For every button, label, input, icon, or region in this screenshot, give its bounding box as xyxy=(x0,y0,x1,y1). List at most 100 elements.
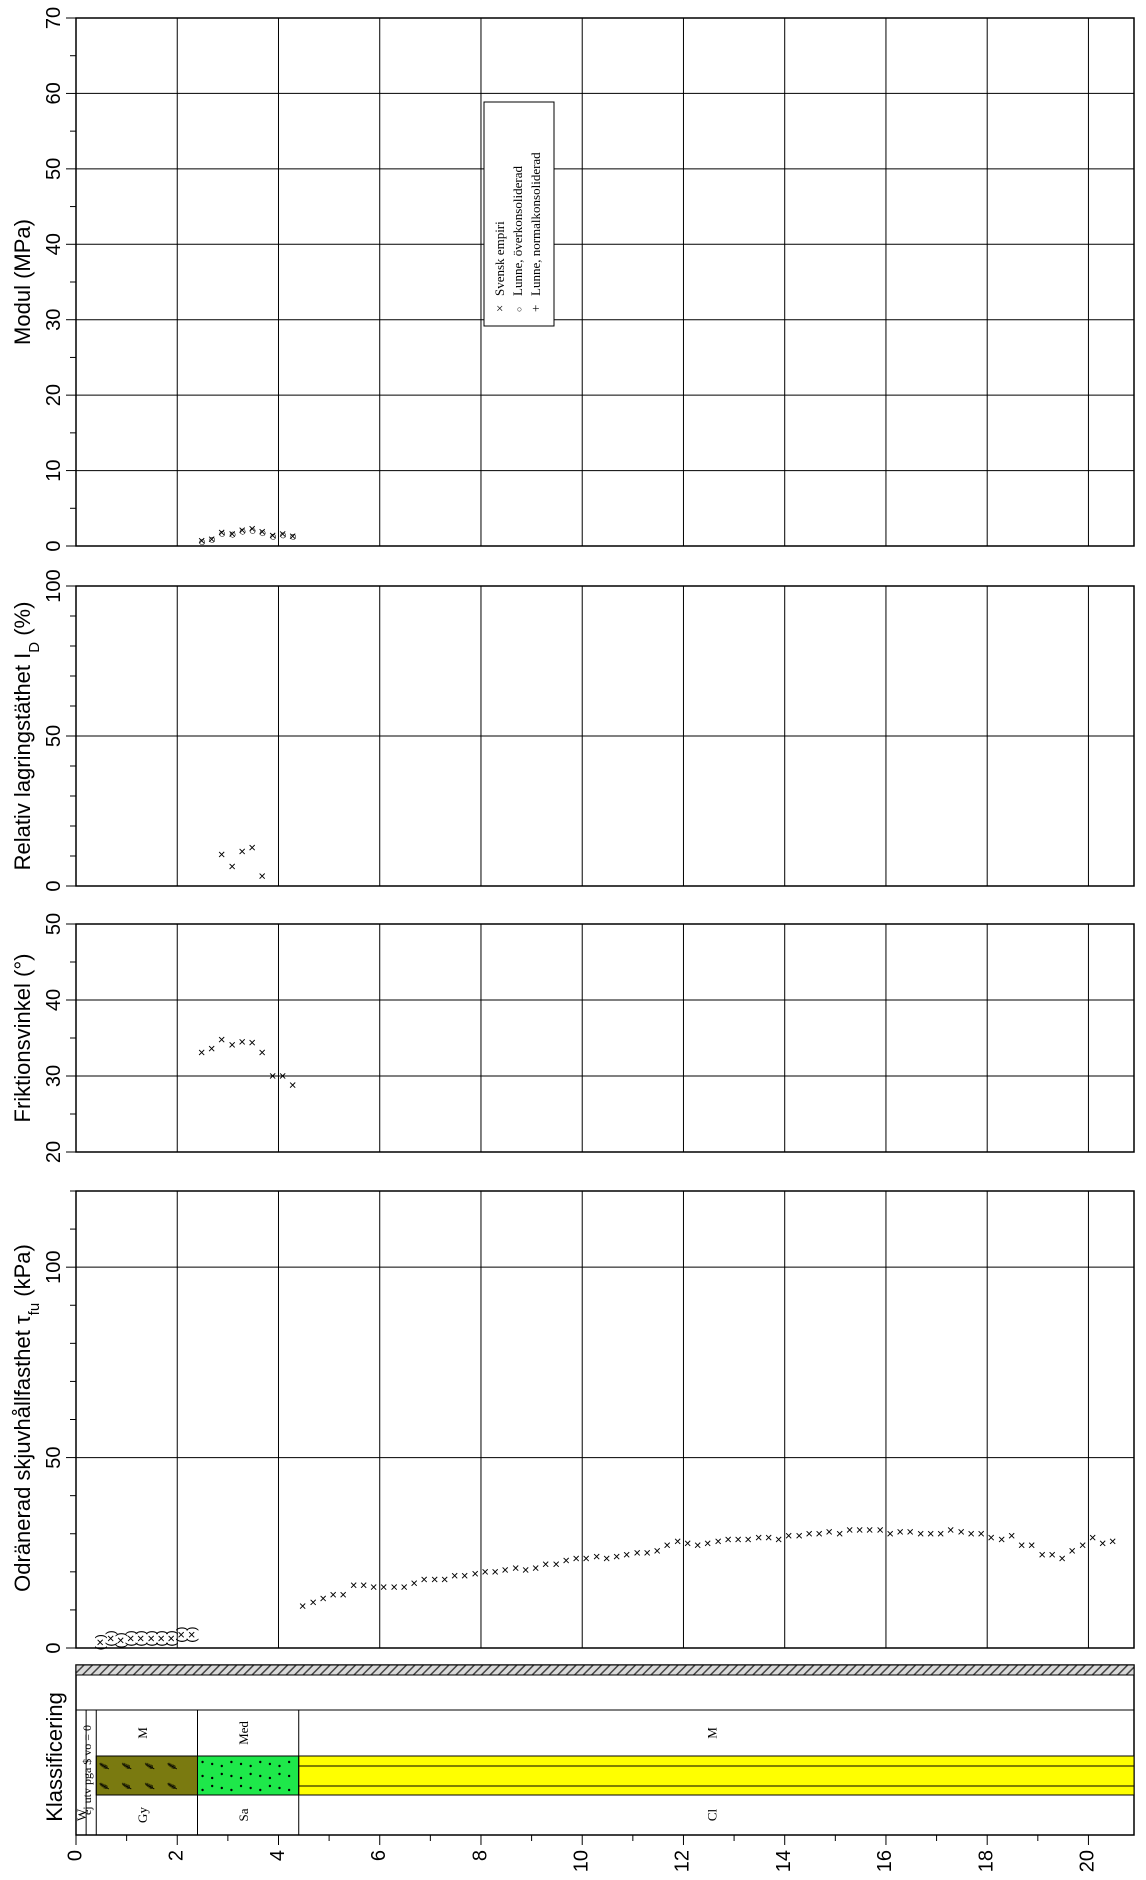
data-point: × xyxy=(872,1526,887,1534)
soil-fill xyxy=(298,1755,1135,1796)
data-point: × xyxy=(690,1541,705,1549)
data-point: × xyxy=(214,529,229,537)
data-point: × xyxy=(214,851,229,859)
sand-dot xyxy=(201,1760,204,1764)
data-point: × xyxy=(346,1581,361,1589)
data-point: × xyxy=(224,1041,239,1049)
data-point: × xyxy=(781,1532,796,1540)
classification-bottom-label: Cl xyxy=(704,1808,719,1821)
y-tick-label: 40 xyxy=(43,989,65,1011)
data-point: × xyxy=(579,1555,594,1563)
data-point: (×) xyxy=(93,1634,108,1650)
data-point: (×) xyxy=(133,1630,148,1646)
data-point: × xyxy=(700,1539,715,1547)
sand-dot xyxy=(230,1760,233,1764)
data-point: × xyxy=(953,1528,968,1536)
data-point: × xyxy=(1004,1532,1019,1540)
data-point: ○ xyxy=(194,538,209,546)
skjuvhallfasthet-axis-label-text: Odränerad skjuvhållfasthet τ xyxy=(10,1315,35,1592)
y-tick-label: 30 xyxy=(43,1065,65,1087)
y-tick-label: 0 xyxy=(43,880,65,891)
data-point: × xyxy=(882,1530,897,1538)
sand-dot xyxy=(268,1784,272,1788)
data-point: × xyxy=(275,530,290,538)
tau-sub: fu xyxy=(26,1303,43,1316)
data-point: × xyxy=(720,1536,735,1544)
data-point: (×) xyxy=(143,1630,158,1646)
sand-dot xyxy=(249,1786,252,1790)
data-point: × xyxy=(194,1049,209,1057)
data-point: × xyxy=(1065,1547,1080,1555)
data-point: × xyxy=(255,528,270,536)
sand-dot xyxy=(259,1788,262,1792)
data-point: × xyxy=(245,844,260,852)
data-point: × xyxy=(619,1551,634,1559)
legend-symbol-1: × xyxy=(492,305,507,312)
legend-label-3: Lunne, normalkonsoliderad xyxy=(528,152,543,296)
data-point: × xyxy=(731,1536,746,1544)
data-point: × xyxy=(801,1530,816,1538)
data-point: × xyxy=(933,1530,948,1538)
data-point: × xyxy=(771,1536,786,1544)
gyttja-symbol: ⸙ xyxy=(164,1780,181,1792)
sand-dot xyxy=(287,1788,291,1792)
legend-symbol-2: ○ xyxy=(514,307,524,312)
data-point: × xyxy=(386,1583,401,1591)
data-point: × xyxy=(558,1557,573,1565)
data-point: × xyxy=(609,1553,624,1561)
data-point: × xyxy=(508,1564,523,1572)
tau-unit: (kPa) xyxy=(10,1244,35,1303)
data-point: × xyxy=(862,1526,877,1534)
sand-dot xyxy=(210,1784,214,1788)
data-point: × xyxy=(457,1572,472,1580)
data-point: × xyxy=(963,1530,978,1538)
data-point: × xyxy=(923,1530,938,1538)
data-point: × xyxy=(204,1045,219,1053)
x-axis-ticks: 0 2 4 6 8 10 12 14 16 18 20 xyxy=(64,1835,1099,1872)
sand-dot xyxy=(230,1774,233,1778)
data-point: × xyxy=(245,525,260,533)
data-point: × xyxy=(265,532,280,540)
y-tick-label: 20 xyxy=(43,384,65,406)
data-point: × xyxy=(245,1039,260,1047)
legend-symbol-3: + xyxy=(528,305,543,312)
data-point: × xyxy=(447,1572,462,1580)
friktionsvinkel-panel-frame xyxy=(75,923,1135,1153)
data-point: (×) xyxy=(103,1630,118,1646)
modul-axis-label: Modul (MPa) xyxy=(10,219,35,345)
classification-top-label: M xyxy=(135,1727,150,1739)
data-point: × xyxy=(467,1570,482,1578)
data-point: × xyxy=(224,863,239,871)
data-point: × xyxy=(741,1536,756,1544)
data-point: ○ xyxy=(214,530,229,538)
data-point: (×) xyxy=(123,1630,138,1646)
data-point: × xyxy=(396,1583,411,1591)
sand-dot xyxy=(220,1764,223,1768)
friktionsvinkel-axis-label-text: Friktionsvinkel (°) xyxy=(10,954,35,1123)
data-point: × xyxy=(285,1081,300,1089)
ld-unit: (%) xyxy=(10,602,35,642)
data-point: × xyxy=(498,1566,513,1574)
data-point: (×) xyxy=(174,1627,189,1643)
soil-fill xyxy=(95,1755,198,1796)
sand-dot xyxy=(210,1776,214,1780)
classification-top-label: M xyxy=(704,1727,719,1739)
grid-lines xyxy=(76,18,1134,1648)
classification-bottom-label: Sa xyxy=(236,1808,251,1821)
data-point: × xyxy=(852,1526,867,1534)
sand-dot xyxy=(268,1762,272,1766)
data-point: × xyxy=(1075,1541,1090,1549)
x-tick-label: 4 xyxy=(267,1850,289,1861)
sand-dot xyxy=(220,1786,223,1790)
y-tick-label: 0 xyxy=(43,540,65,551)
x-tick-label: 20 xyxy=(1077,1850,1099,1872)
data-point: × xyxy=(204,535,219,543)
data-point: × xyxy=(295,1602,310,1610)
sand-dot xyxy=(230,1788,233,1792)
data-point: × xyxy=(427,1576,442,1584)
data-point: × xyxy=(974,1530,989,1538)
data-point: × xyxy=(680,1539,695,1547)
data-point: × xyxy=(285,532,300,540)
sand-dot xyxy=(210,1762,214,1766)
data-point: (×) xyxy=(153,1630,168,1646)
